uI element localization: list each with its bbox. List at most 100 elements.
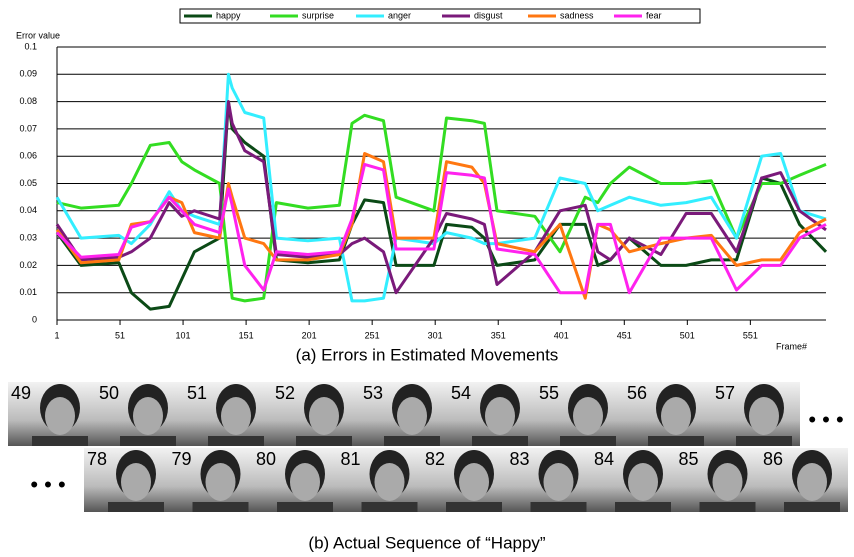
face — [459, 463, 489, 501]
video-frame: 54 — [448, 382, 536, 446]
face — [573, 397, 603, 435]
x-tick-label: 351 — [491, 330, 506, 340]
y-tick-label: 0.08 — [19, 96, 37, 106]
face — [290, 463, 320, 501]
video-frame: 49 — [8, 382, 96, 446]
frame-number: 49 — [11, 383, 31, 403]
shoulders — [384, 436, 440, 446]
shoulders — [277, 502, 333, 512]
series-line — [55, 100, 828, 311]
legend-label: anger — [388, 10, 411, 20]
face — [543, 463, 574, 501]
frame-number: 52 — [275, 383, 295, 403]
face — [749, 397, 779, 435]
face — [121, 463, 151, 501]
y-tick-label: 0 — [32, 314, 37, 324]
face — [309, 397, 339, 435]
face — [397, 397, 427, 435]
frame-number: 56 — [627, 383, 647, 403]
series-line — [55, 152, 827, 300]
frame-number: 51 — [187, 383, 207, 403]
face — [221, 397, 251, 435]
video-frame: 79 — [168, 448, 257, 512]
frame-number: 83 — [510, 449, 530, 469]
video-frame: 53 — [360, 382, 448, 446]
face — [374, 463, 405, 501]
shoulders — [208, 436, 264, 446]
x-axis-label: Frame# — [776, 341, 807, 351]
frame-number: 53 — [363, 383, 383, 403]
video-frame: 78 — [84, 448, 172, 512]
ellipsis: • • • — [808, 407, 843, 432]
y-tick-label: 0.04 — [19, 205, 37, 215]
frame-number: 80 — [256, 449, 276, 469]
ellipsis: • • • — [30, 472, 65, 497]
shoulders — [361, 502, 418, 512]
shoulders — [32, 436, 88, 446]
video-frame: 84 — [591, 448, 679, 512]
frame-number: 85 — [679, 449, 699, 469]
x-tick-label: 451 — [617, 330, 632, 340]
caption-b: (b) Actual Sequence of “Happy” — [308, 533, 546, 552]
legend-label: happy — [216, 10, 241, 20]
y-tick-label: 0.07 — [19, 123, 37, 133]
x-tick-label: 251 — [365, 330, 380, 340]
legend-label: disgust — [474, 10, 503, 20]
video-frame: 85 — [675, 448, 764, 512]
video-frame: 55 — [536, 382, 624, 446]
shoulders — [736, 436, 792, 446]
video-frame: 82 — [422, 448, 510, 512]
video-frame: 51 — [184, 382, 272, 446]
video-frame: 50 — [96, 382, 184, 446]
video-frame: 83 — [506, 448, 595, 512]
series-line — [56, 113, 827, 303]
x-tick-label: 301 — [428, 330, 443, 340]
shoulders — [699, 502, 756, 512]
frame-number: 84 — [594, 449, 614, 469]
face — [205, 463, 236, 501]
video-frame: 52 — [272, 382, 360, 446]
frame-number: 57 — [715, 383, 735, 403]
legend-label: surprise — [302, 10, 334, 20]
x-tick-label: 51 — [115, 330, 125, 340]
legend-box — [179, 8, 701, 24]
y-tick-label: 0.02 — [19, 260, 37, 270]
face — [133, 397, 163, 435]
legend-label: fear — [646, 10, 662, 20]
face — [797, 463, 827, 501]
y-tick-label: 0.09 — [19, 69, 37, 79]
frame-number: 78 — [87, 449, 107, 469]
x-tick-label: 401 — [554, 330, 569, 340]
legend-label: sadness — [560, 10, 594, 20]
shoulders — [560, 436, 616, 446]
x-tick-label: 551 — [743, 330, 758, 340]
face — [628, 463, 658, 501]
shoulders — [120, 436, 176, 446]
x-tick-label: 101 — [176, 330, 191, 340]
video-frame: 81 — [337, 448, 426, 512]
shoulders — [784, 502, 840, 512]
y-tick-label: 0.03 — [19, 232, 37, 242]
shoulders — [108, 502, 164, 512]
shoulders — [296, 436, 352, 446]
x-tick-label: 201 — [302, 330, 317, 340]
x-tick-label: 1 — [54, 330, 59, 340]
shoulders — [472, 436, 528, 446]
face — [485, 397, 515, 435]
y-tick-label: 0.01 — [19, 287, 37, 297]
x-tick-label: 151 — [239, 330, 254, 340]
video-frame: 80 — [253, 448, 341, 512]
frame-number: 55 — [539, 383, 559, 403]
frame-number: 86 — [763, 449, 783, 469]
video-frame: 86 — [760, 448, 848, 512]
video-frame: 57 — [712, 382, 800, 446]
frame-number: 50 — [99, 383, 119, 403]
shoulders — [446, 502, 502, 512]
legend: happy surprise anger disgust sadness fear — [179, 8, 701, 24]
y-axis-label: Error value — [16, 30, 60, 40]
frame-number: 54 — [451, 383, 471, 403]
video-frame: 56 — [624, 382, 712, 446]
y-tick-label: 0.1 — [24, 41, 37, 51]
